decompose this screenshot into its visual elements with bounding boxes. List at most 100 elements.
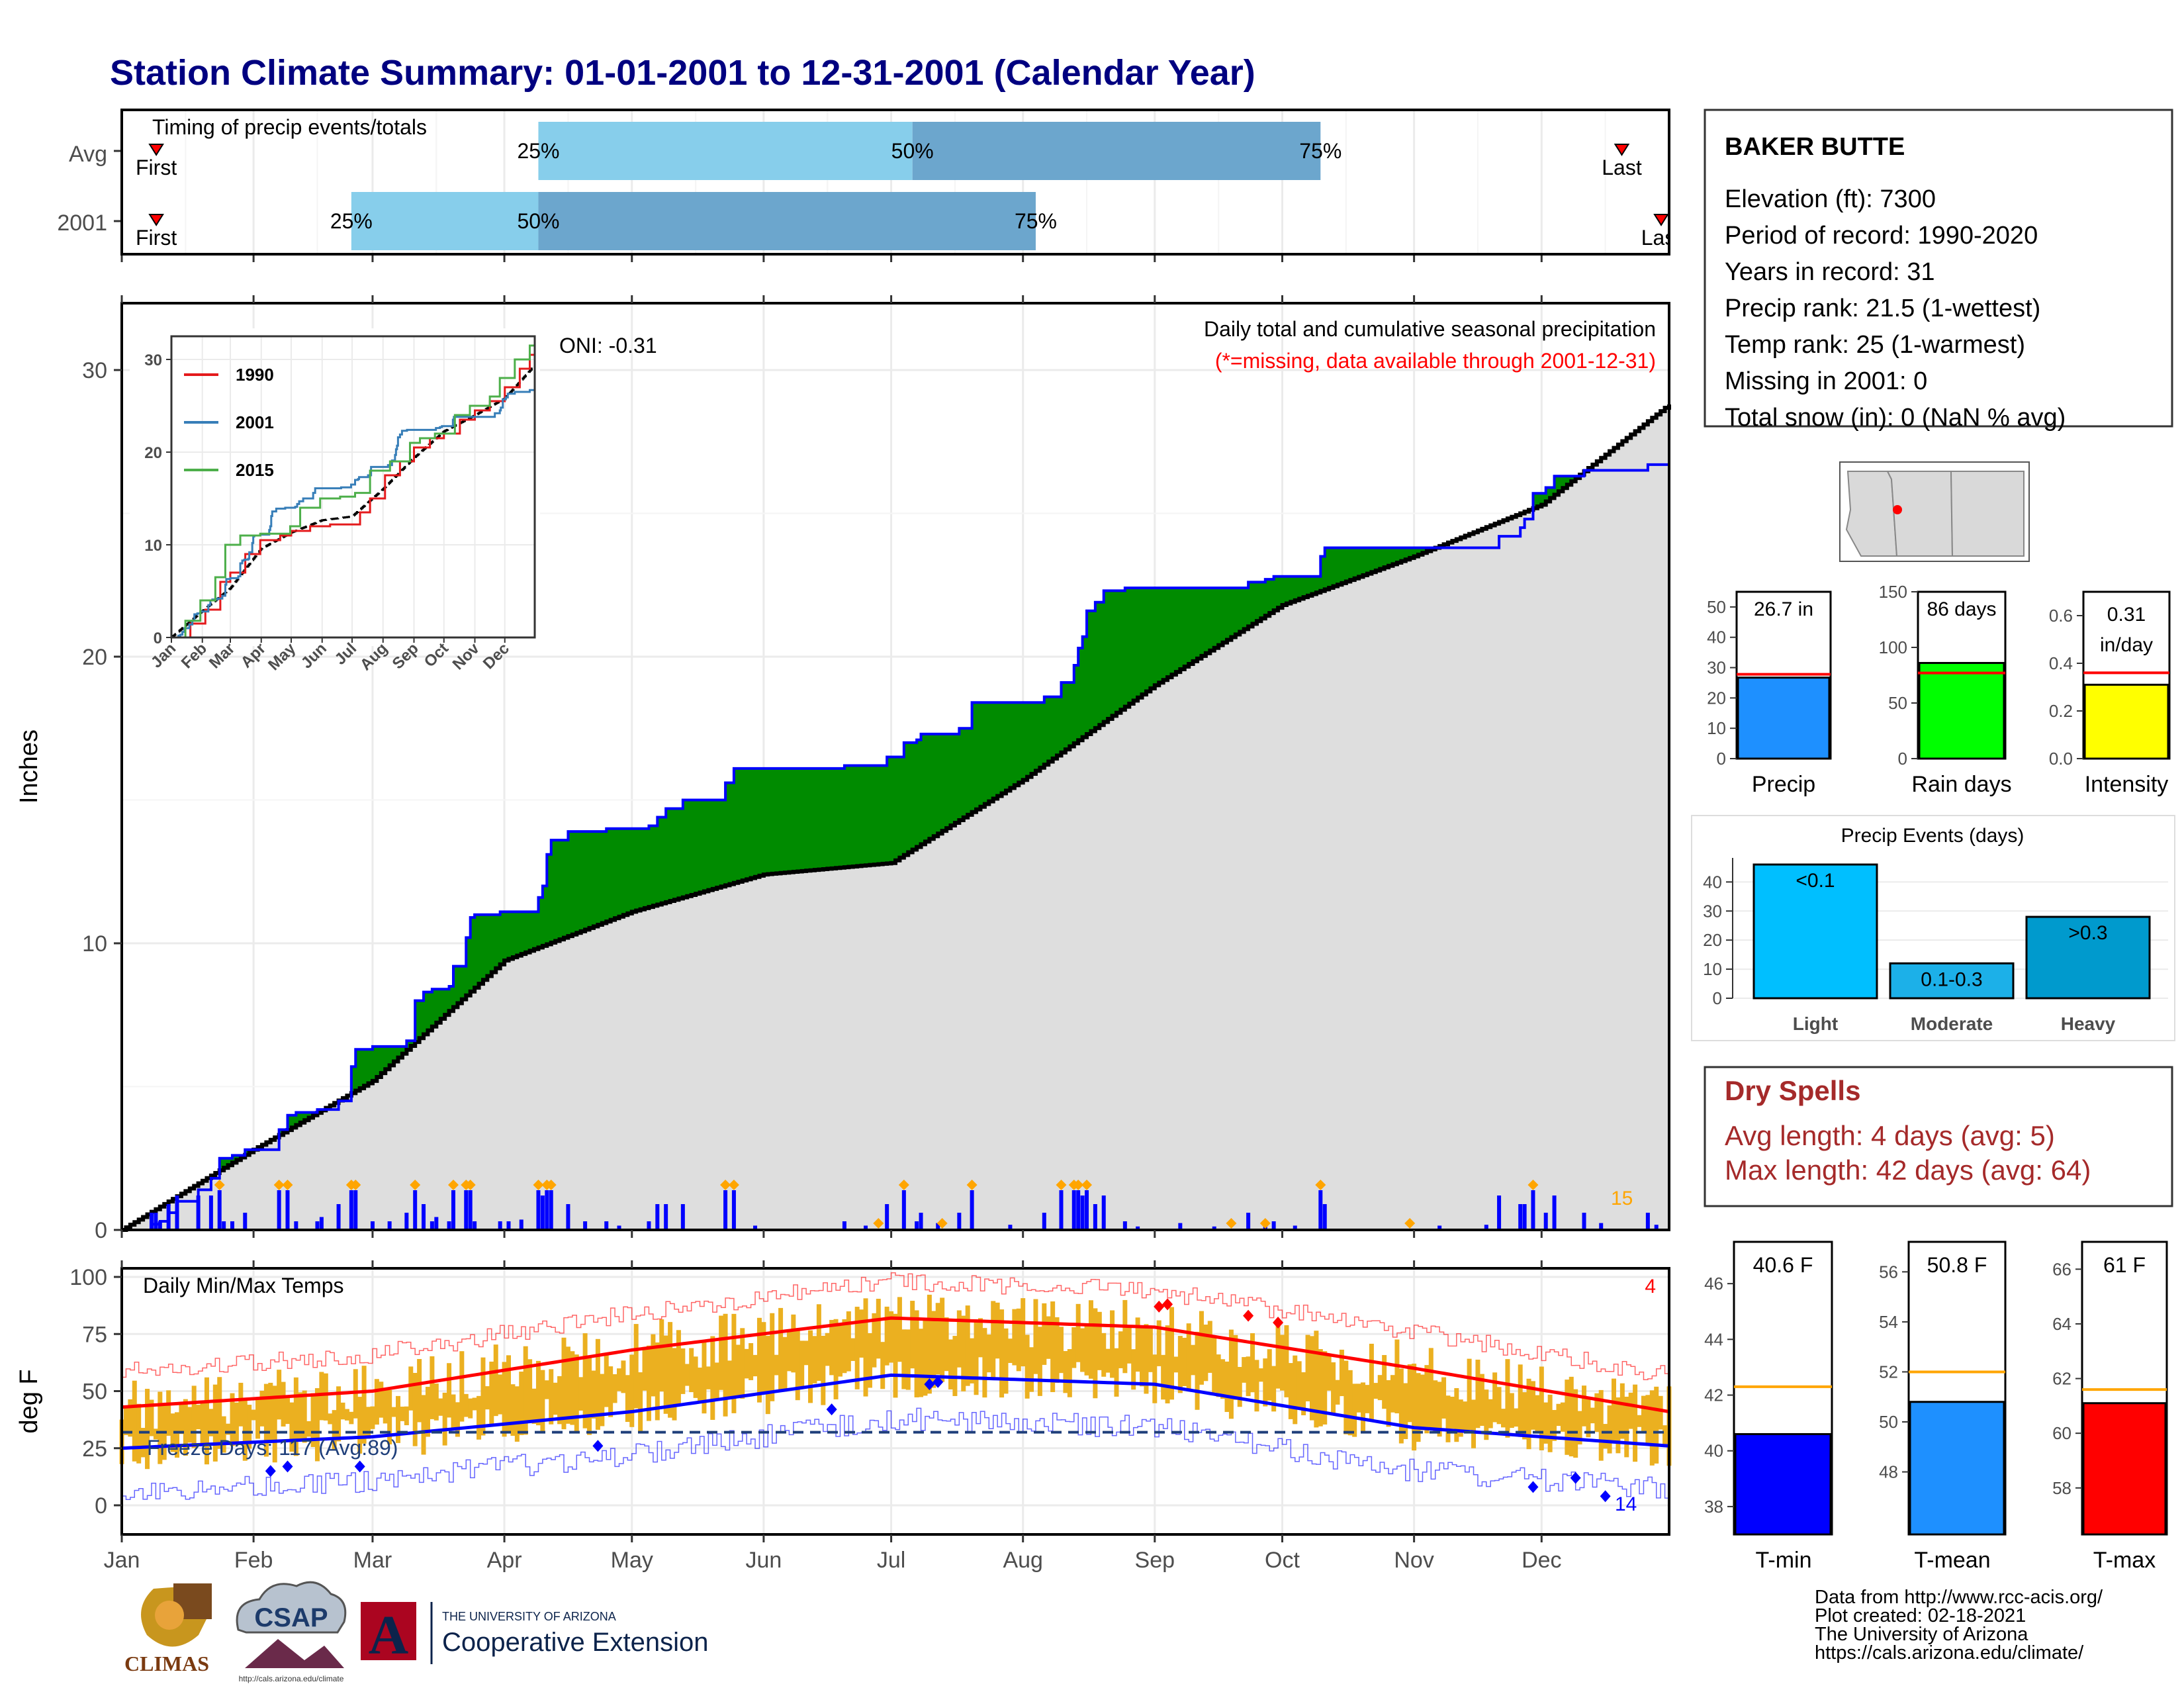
daily-temp-bar <box>468 1398 473 1419</box>
daily-temp-bar <box>1297 1361 1302 1409</box>
daily-temp-bar <box>1496 1387 1502 1425</box>
record-temp-marker <box>1162 1298 1173 1311</box>
daily-temp-bar <box>999 1309 1005 1398</box>
daily-precip-bar <box>519 1219 523 1230</box>
daily-temp-bar <box>1501 1409 1506 1428</box>
temp-summary-t-mean: 48 50 52 54 56 50.8 F T-mean <box>1879 1241 2007 1573</box>
daily-temp-bar <box>995 1302 1000 1359</box>
daily-temp-bar <box>1012 1309 1017 1366</box>
daily-precip-bar <box>196 1196 201 1230</box>
daily-temp-bar <box>310 1393 316 1447</box>
daily-precip-bar <box>1178 1223 1183 1230</box>
precip-day-marker <box>1259 1218 1271 1229</box>
events-bar-moderate <box>1889 962 2015 1000</box>
daily-temp-bar <box>970 1338 975 1383</box>
daily-temp-bar <box>816 1304 821 1382</box>
precip-y-tick-label: 10 <box>82 931 107 957</box>
temp-summary-caption: T-min <box>1756 1548 1812 1573</box>
timing-bar-q50-q75 <box>538 192 1036 250</box>
daily-temp-bar <box>982 1328 987 1398</box>
daily-temp-bar <box>477 1395 482 1440</box>
daily-temp-bar <box>1335 1380 1340 1405</box>
daily-temp-bar <box>1412 1363 1417 1451</box>
daily-temp-bar <box>433 1383 439 1421</box>
daily-precip-bar <box>319 1217 324 1230</box>
daily-temp-bar <box>1471 1399 1477 1448</box>
daily-temp-bar <box>1144 1324 1149 1394</box>
daily-temp-bar <box>1420 1374 1425 1430</box>
station-line: Missing in 2001: 0 <box>1725 367 1927 395</box>
credit-line: Plot created: 02-18-2021 <box>1815 1605 2026 1626</box>
daily-temp-bar <box>128 1399 133 1437</box>
csap-logo: CSAP http://cals.arizona.edu/climate <box>236 1581 347 1683</box>
daily-temp-bar <box>655 1342 660 1421</box>
timing-bars: 25% 50% 75% First Last 25% 50% 75% First Last <box>114 122 1669 262</box>
daily-temp-bar <box>1522 1392 1527 1440</box>
summary-bar-tick-label: 0.2 <box>2049 701 2073 721</box>
temp-count-bottom: 14 <box>1615 1493 1637 1515</box>
daily-temp-bar <box>323 1373 328 1421</box>
daily-temp-bar <box>786 1331 792 1372</box>
daily-temp-bar <box>702 1342 707 1414</box>
daily-precip-bar <box>723 1190 728 1230</box>
daily-temp-bar <box>459 1351 465 1422</box>
daily-temp-bar <box>642 1346 647 1391</box>
daily-precip-bar <box>1552 1196 1557 1230</box>
station-info-box: BAKER BUTTE Elevation (ft): 7300 Period … <box>1704 109 2173 432</box>
daily-temp-bar <box>651 1334 656 1397</box>
temp-summary-tick-label: 38 <box>1704 1497 1723 1517</box>
daily-precip-bar <box>1042 1213 1046 1230</box>
daily-temp-bar <box>944 1317 949 1372</box>
record-max-line <box>122 1272 1670 1381</box>
daily-temp-bar <box>519 1372 524 1435</box>
daily-temp-bar <box>574 1354 579 1432</box>
summary-bar-tick-label: 0 <box>1717 749 1726 769</box>
daily-temp-bar <box>931 1311 936 1388</box>
daily-temp-bar <box>1582 1385 1587 1427</box>
precip-y-tick-label: 0 <box>95 1218 107 1243</box>
daily-temp-bar <box>1063 1350 1068 1393</box>
daily-temp-bar <box>553 1382 558 1415</box>
daily-temp-bar <box>1645 1395 1651 1445</box>
daily-temp-bar <box>646 1345 651 1421</box>
daily-temp-bar <box>693 1356 698 1398</box>
daily-temp-bar <box>417 1359 422 1423</box>
timing-label: Timing of precip events/totals <box>152 115 427 139</box>
temp-summary-tick-label: 52 <box>1879 1362 1898 1382</box>
daily-temp-bar <box>425 1386 430 1437</box>
daily-temp-bar <box>1246 1356 1251 1397</box>
daily-precip-bar <box>230 1221 234 1230</box>
heavy-day-marker <box>898 1180 909 1190</box>
daily-temp-bar <box>778 1307 784 1391</box>
daily-precip-bar <box>149 1213 154 1230</box>
daily-precip-bar <box>175 1196 179 1230</box>
ua-logo: A THE UNIVERSITY OF ARIZONA Cooperative … <box>361 1602 708 1666</box>
daily-temp-bar <box>242 1400 248 1461</box>
daily-temp-bar <box>731 1313 737 1413</box>
daily-temp-bar <box>659 1319 664 1392</box>
daily-temp-bar <box>663 1335 668 1414</box>
daily-temp-bar <box>1156 1320 1161 1366</box>
daily-temp-bar <box>1607 1405 1612 1454</box>
daily-temp-bar <box>1518 1364 1523 1437</box>
timing-panel: 25% 50% 75% First Last 25% 50% 75% First Last Tim… <box>57 109 1670 262</box>
temp-x-axis: Jan Feb Mar Apr May Jun Jul Aug Sep Oct Nov Dec <box>104 1260 1562 1573</box>
daily-temp-bar <box>268 1382 273 1443</box>
daily-precip-bar <box>336 1204 341 1230</box>
daily-temp-bar <box>430 1356 435 1419</box>
daily-temp-bar <box>905 1329 911 1390</box>
daily-temp-bar <box>1612 1378 1616 1442</box>
daily-temp-bar <box>1195 1331 1200 1410</box>
daily-precip-bar <box>243 1213 248 1230</box>
daily-temp-bar <box>1352 1383 1357 1437</box>
daily-temp-bar <box>1505 1359 1510 1438</box>
temp-summary-tick-label: 46 <box>1704 1274 1723 1293</box>
daily-precip-bar <box>370 1221 375 1230</box>
temp-summary-caption: T-max <box>2093 1548 2156 1573</box>
daily-temp-bar <box>1509 1393 1514 1429</box>
daily-temp-bar <box>897 1297 902 1362</box>
daily-temp-bar <box>1433 1380 1438 1432</box>
record-min-line <box>122 1407 1670 1501</box>
summary-bar-value: 26.7 in <box>1754 598 1813 620</box>
